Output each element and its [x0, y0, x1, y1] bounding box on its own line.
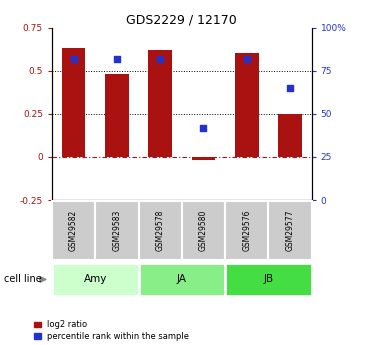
Point — [70, 56, 76, 61]
Point — [200, 125, 206, 130]
Text: GSM29578: GSM29578 — [156, 210, 165, 251]
Text: JB: JB — [263, 275, 273, 284]
Bar — [278, 114, 302, 157]
Point — [244, 56, 250, 61]
Text: JA: JA — [177, 275, 187, 284]
FancyBboxPatch shape — [95, 201, 138, 260]
FancyBboxPatch shape — [52, 263, 138, 296]
Text: Amy: Amy — [83, 275, 107, 284]
Text: GSM29583: GSM29583 — [112, 210, 121, 251]
FancyBboxPatch shape — [225, 263, 312, 296]
FancyBboxPatch shape — [52, 201, 95, 260]
Text: GSM29582: GSM29582 — [69, 210, 78, 251]
Point — [114, 56, 120, 61]
Legend: log2 ratio, percentile rank within the sample: log2 ratio, percentile rank within the s… — [34, 321, 189, 341]
Bar — [105, 74, 129, 157]
Text: GSM29580: GSM29580 — [199, 210, 208, 251]
Bar — [191, 157, 215, 160]
FancyBboxPatch shape — [138, 263, 225, 296]
FancyBboxPatch shape — [268, 201, 312, 260]
Text: GSM29577: GSM29577 — [286, 209, 295, 251]
Bar — [62, 48, 85, 157]
Bar — [235, 53, 259, 157]
Title: GDS2229 / 12170: GDS2229 / 12170 — [127, 13, 237, 27]
Point — [287, 85, 293, 91]
FancyBboxPatch shape — [225, 201, 268, 260]
Point — [157, 56, 163, 61]
FancyBboxPatch shape — [138, 201, 182, 260]
Bar — [148, 50, 172, 157]
Text: GSM29576: GSM29576 — [242, 209, 251, 251]
FancyBboxPatch shape — [182, 201, 225, 260]
Text: cell line: cell line — [4, 275, 42, 284]
